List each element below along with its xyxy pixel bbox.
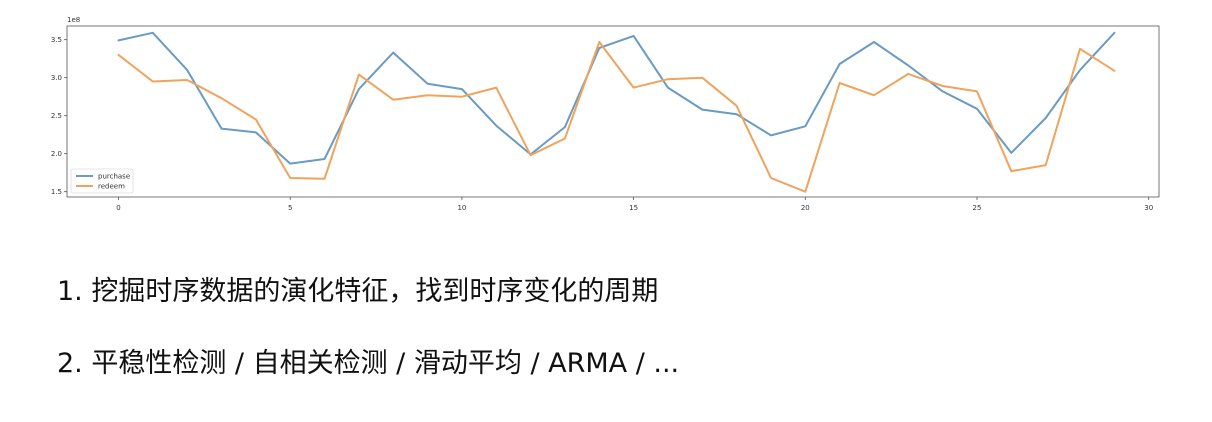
x-tick-label: 30	[1144, 204, 1153, 212]
y-tick-label: 3.0	[51, 74, 62, 82]
x-tick-label: 0	[116, 204, 120, 212]
legend-label-redeem: redeem	[98, 183, 125, 191]
x-tick-label: 20	[801, 204, 810, 212]
line-chart: 1e8 0 5 10 15 20 25 30 1.5 2.0 2.5 3.0 3.5 purchas…	[51, 16, 1160, 212]
series-line-purchase	[117, 31, 1116, 165]
y-axis: 1.5 2.0 2.5 3.0 3.5	[51, 36, 67, 196]
legend: purchase redeem	[70, 168, 134, 194]
y-tick-label: 2.5	[51, 112, 62, 120]
plot-frame	[66, 25, 1160, 198]
series-group	[117, 31, 1116, 193]
x-tick-label: 25	[973, 204, 982, 212]
series-line-redeem	[117, 41, 1116, 193]
legend-label-purchase: purchase	[98, 173, 130, 181]
bullet-point-2: 2. 平稳性检测 / 自相关检测 / 滑动平均 / ARMA / ...	[57, 348, 680, 379]
x-tick-label: 10	[457, 204, 466, 212]
y-axis-offset-text: 1e8	[67, 16, 80, 24]
y-tick-label: 2.0	[51, 150, 62, 158]
bullet-point-1: 1. 挖掘时序数据的演化特征，找到时序变化的周期	[57, 276, 659, 307]
y-tick-label: 1.5	[51, 188, 62, 196]
x-axis: 0 5 10 15 20 25 30	[116, 197, 1153, 212]
x-tick-label: 15	[629, 204, 638, 212]
x-tick-label: 5	[288, 204, 292, 212]
y-tick-label: 3.5	[51, 36, 62, 44]
